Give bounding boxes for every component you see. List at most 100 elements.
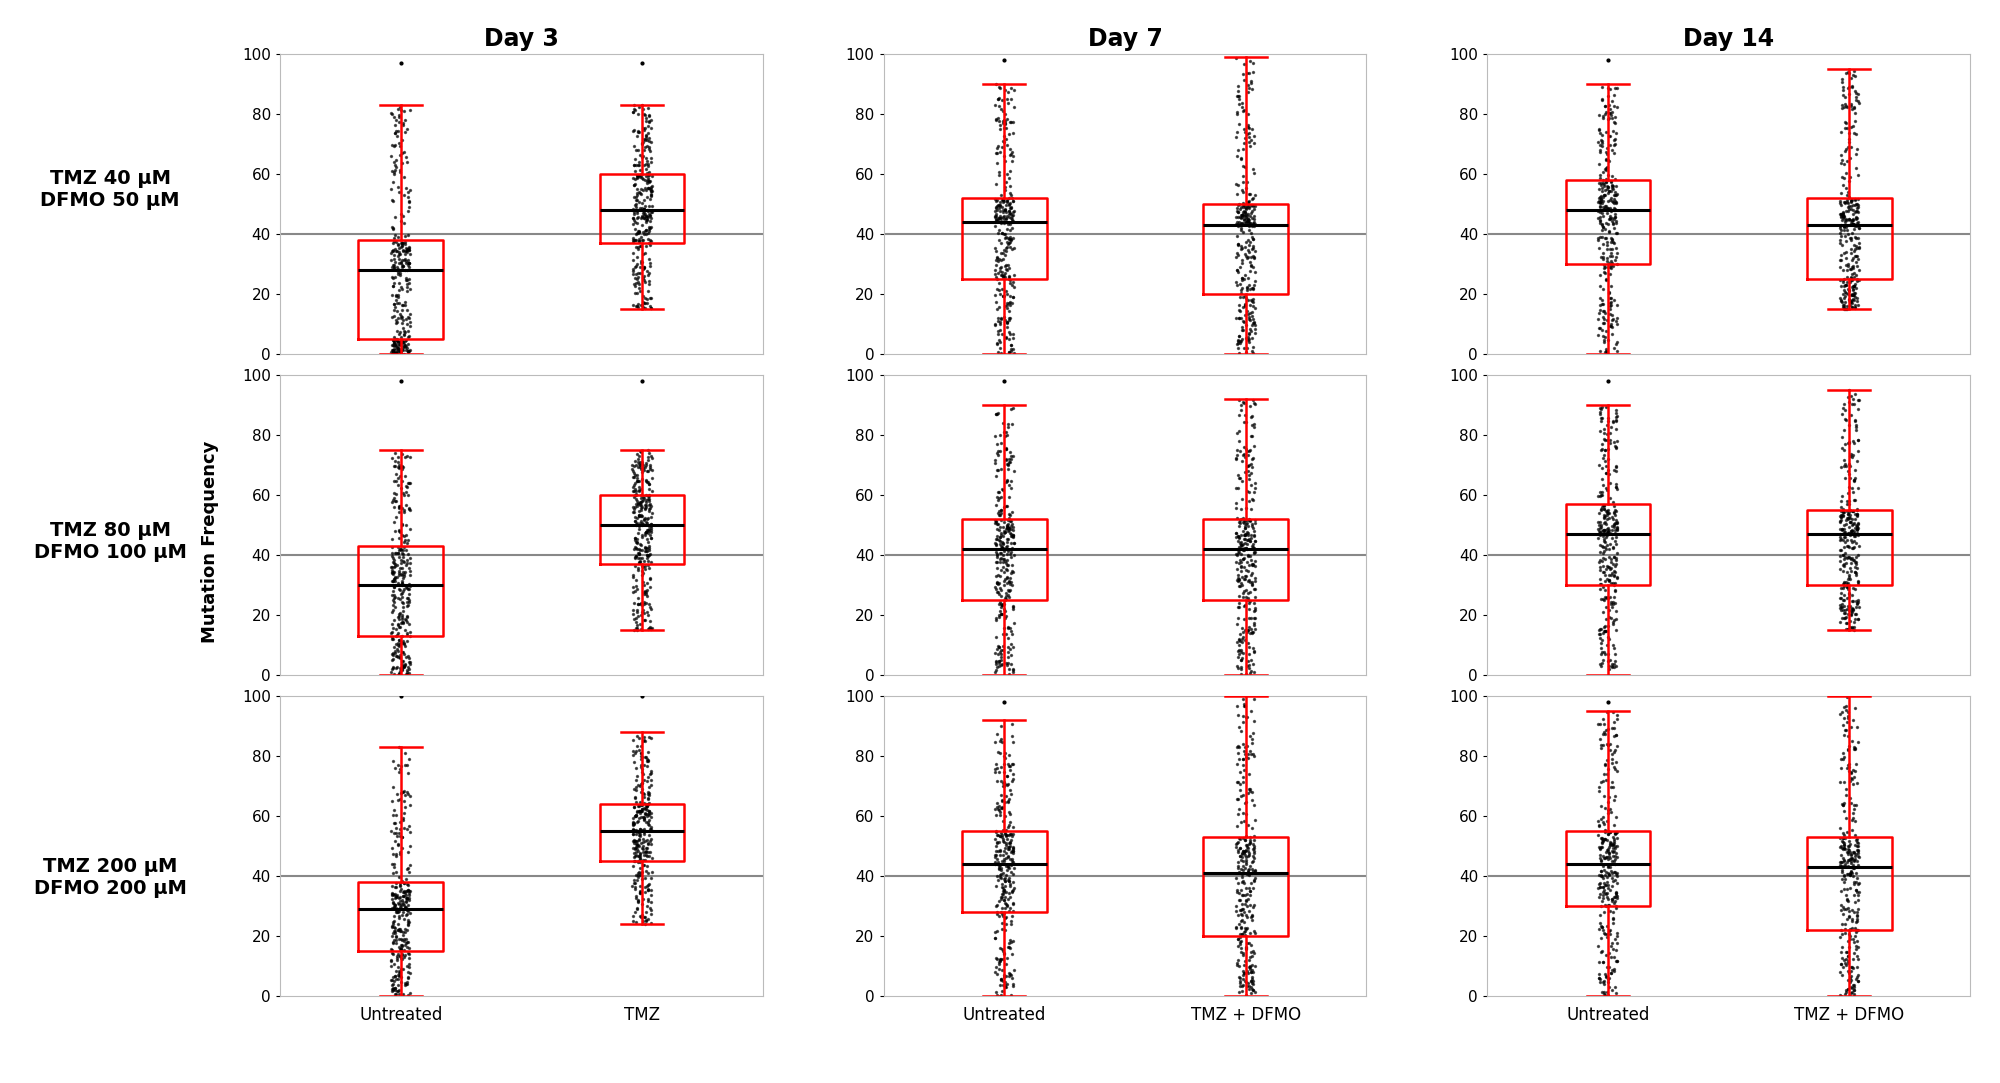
Point xyxy=(1842,834,1874,851)
Point xyxy=(628,611,660,628)
Point xyxy=(382,229,414,246)
Point xyxy=(1236,279,1268,297)
Point xyxy=(982,221,1014,238)
Point xyxy=(1236,342,1268,360)
Point xyxy=(990,131,1022,148)
Point xyxy=(1842,973,1874,990)
Point xyxy=(1592,183,1624,200)
Point xyxy=(1228,296,1260,313)
Point xyxy=(378,778,410,795)
Point xyxy=(988,600,1020,617)
Point xyxy=(1234,977,1266,994)
Point xyxy=(1236,279,1268,297)
Point xyxy=(988,105,1020,122)
Point xyxy=(616,103,648,120)
Point xyxy=(384,922,416,939)
Point xyxy=(994,534,1026,551)
Point xyxy=(1220,545,1252,562)
Point xyxy=(382,977,414,994)
Point xyxy=(1238,210,1270,227)
Point xyxy=(1828,276,1860,293)
Point xyxy=(1838,960,1870,977)
Point xyxy=(386,937,418,954)
Point xyxy=(994,336,1026,353)
Point xyxy=(620,532,652,549)
Point xyxy=(632,272,664,289)
Point xyxy=(394,787,426,805)
Point xyxy=(384,323,416,340)
Point xyxy=(1840,564,1872,582)
Point xyxy=(1842,479,1874,496)
Point xyxy=(984,656,1016,674)
Point xyxy=(1582,310,1614,327)
Point xyxy=(620,759,652,777)
Point xyxy=(378,269,410,286)
Point xyxy=(1588,566,1620,584)
Point xyxy=(386,445,418,462)
Point xyxy=(1828,550,1860,567)
Point xyxy=(386,586,418,603)
Point xyxy=(1588,645,1620,663)
Point xyxy=(994,640,1026,657)
Point xyxy=(986,888,1018,905)
Point xyxy=(1240,924,1272,941)
Point xyxy=(1826,236,1858,253)
Point xyxy=(628,756,660,773)
Point xyxy=(378,591,410,609)
Point xyxy=(1234,971,1266,989)
Point xyxy=(1224,332,1256,350)
Point xyxy=(1220,245,1252,262)
Point xyxy=(378,572,410,589)
Point xyxy=(382,930,414,948)
Point xyxy=(378,642,410,660)
Point xyxy=(1592,804,1624,821)
Point xyxy=(630,611,662,628)
Point xyxy=(1600,514,1632,532)
Point xyxy=(1596,234,1628,251)
Point xyxy=(1824,751,1856,768)
Point xyxy=(1588,726,1620,743)
Point xyxy=(390,255,422,272)
Point xyxy=(1228,900,1260,917)
Point xyxy=(1236,861,1268,878)
Point xyxy=(1840,837,1872,854)
Point xyxy=(1232,324,1264,341)
Point xyxy=(994,477,1026,494)
Point xyxy=(386,872,418,889)
Point xyxy=(390,338,422,355)
Point xyxy=(1228,965,1260,982)
Point xyxy=(394,891,426,909)
Point xyxy=(1586,191,1618,208)
Point xyxy=(634,191,666,208)
Point xyxy=(632,250,664,268)
Point xyxy=(376,219,408,236)
Point xyxy=(1600,867,1632,885)
Point xyxy=(376,597,408,614)
Point xyxy=(1598,200,1630,218)
Point xyxy=(1836,258,1868,275)
Point xyxy=(986,641,1018,658)
Point xyxy=(376,971,408,989)
Point xyxy=(1234,860,1266,877)
Point xyxy=(378,638,410,655)
Point xyxy=(980,846,1012,863)
Point xyxy=(394,280,426,298)
Point xyxy=(1594,106,1626,123)
Point xyxy=(1226,149,1258,167)
Point xyxy=(376,559,408,576)
Point xyxy=(632,743,664,760)
Point xyxy=(1592,657,1624,675)
Point xyxy=(626,562,658,579)
Point xyxy=(1588,833,1620,850)
Point xyxy=(1234,138,1266,155)
Point xyxy=(1230,589,1262,606)
Point xyxy=(1596,890,1628,908)
Point xyxy=(996,840,1028,858)
Point xyxy=(630,522,662,539)
Point xyxy=(376,561,408,578)
Point xyxy=(382,260,414,277)
Point xyxy=(378,922,410,939)
Point xyxy=(990,440,1022,457)
Point xyxy=(1594,431,1626,448)
Point xyxy=(1826,207,1858,224)
